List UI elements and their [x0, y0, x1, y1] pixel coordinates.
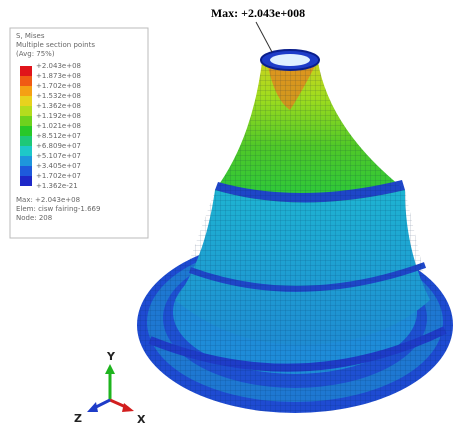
axis-y-label: Y	[106, 350, 116, 363]
legend-footer: Node: 208	[16, 214, 52, 222]
legend-label: +8.512e+07	[36, 132, 81, 140]
legend-title: (Avg: 75%)	[16, 50, 55, 58]
legend-label: +1.192e+08	[36, 112, 81, 120]
legend-label: +1.873e+08	[36, 72, 81, 80]
fea-model	[130, 50, 453, 420]
max-annotation: Max: +2.043e+008	[211, 6, 305, 20]
legend-label: +1.362e-21	[36, 182, 78, 190]
axis-triad: Y X Z	[74, 350, 146, 426]
legend-label: +1.021e+08	[36, 122, 81, 130]
legend-label: +2.043e+08	[36, 62, 81, 70]
legend-label: +5.107e+07	[36, 152, 81, 160]
legend-label: +1.702e+08	[36, 82, 81, 90]
legend-label: +6.809e+07	[36, 142, 81, 150]
legend-footer: Max: +2.043e+08	[16, 196, 80, 204]
legend-label: +3.405e+07	[36, 162, 81, 170]
legend-title: S, Mises	[16, 32, 45, 40]
color-bar	[20, 66, 32, 186]
legend-footer: Elem: cisw fairing-1.669	[16, 205, 100, 213]
legend-title: Multiple section points	[16, 41, 95, 49]
axis-z-label: Z	[74, 412, 82, 425]
axis-x-label: X	[137, 413, 146, 426]
leader-line	[256, 22, 272, 52]
legend-label: +1.532e+08	[36, 92, 81, 100]
legend-label: +1.702e+07	[36, 172, 81, 180]
legend-label: +1.362e+08	[36, 102, 81, 110]
viewport: Max: +2.043e+008 S, MisesMultiple sectio…	[0, 0, 453, 432]
